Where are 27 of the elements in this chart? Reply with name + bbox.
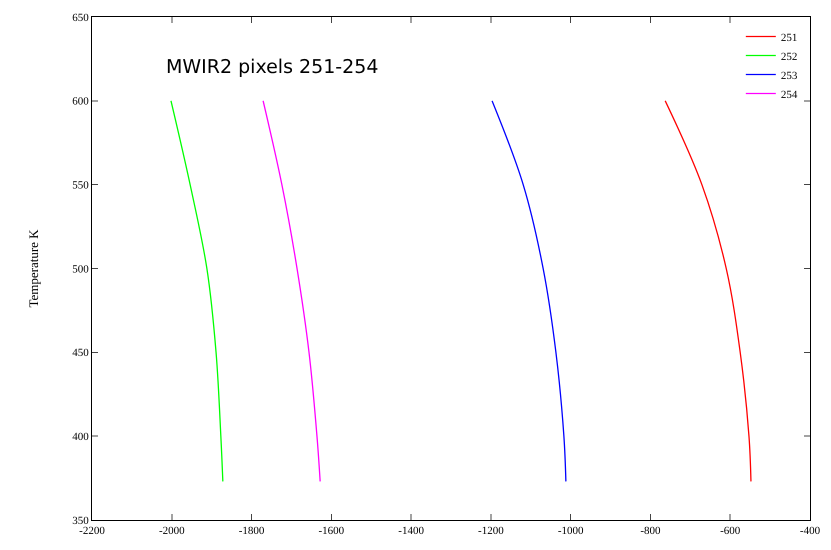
y-axis-title: Temperature K bbox=[26, 228, 42, 308]
legend-label: 252 bbox=[780, 50, 798, 63]
x-tick-label: -1200 bbox=[478, 525, 504, 538]
line-series bbox=[262, 100, 321, 482]
legend-label: 254 bbox=[780, 88, 798, 101]
x-tick-label: -400 bbox=[800, 525, 821, 538]
line-series bbox=[491, 100, 567, 482]
y-tick-label: 650 bbox=[72, 12, 90, 24]
line-series bbox=[664, 100, 752, 482]
line-series bbox=[170, 100, 224, 482]
y-tick-label: 450 bbox=[72, 347, 90, 360]
x-tick-label: -800 bbox=[640, 525, 662, 538]
x-tick-label: -600 bbox=[720, 525, 741, 538]
y-tick-label: 350 bbox=[72, 514, 90, 527]
legend-label: 253 bbox=[780, 70, 798, 82]
x-tick-label: -1600 bbox=[318, 525, 345, 538]
x-tick-label: -1800 bbox=[238, 525, 265, 538]
x-tick-label: -2000 bbox=[158, 525, 186, 538]
y-tick-label: 550 bbox=[72, 180, 90, 192]
text: MWIR2 pixels 251-254 bbox=[166, 56, 378, 78]
y-tick-label: 400 bbox=[72, 431, 90, 444]
x-tick-label: -2200 bbox=[79, 525, 106, 538]
x-tick-label: -1400 bbox=[398, 525, 424, 538]
y-tick-label: 500 bbox=[72, 263, 90, 276]
y-tick-label: 600 bbox=[72, 96, 90, 108]
x-tick-label: -1000 bbox=[558, 525, 584, 538]
legend-label: 251 bbox=[780, 32, 798, 44]
